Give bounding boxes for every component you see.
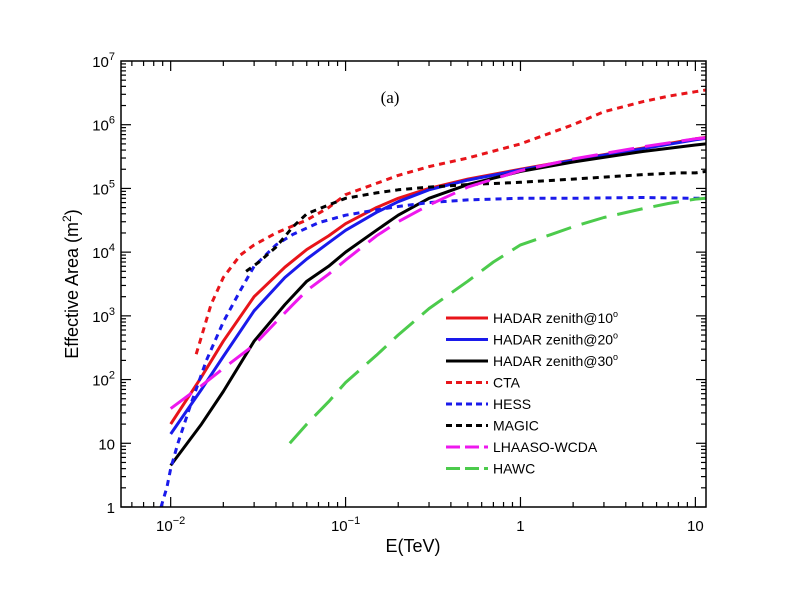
- legend-label: HADAR zenith@30o: [493, 352, 618, 369]
- y-tick-base: 10: [92, 309, 109, 326]
- legend-label: CTA: [493, 375, 521, 391]
- x-tick-exp: −1: [348, 515, 361, 527]
- series-line-7: [288, 196, 706, 445]
- y-axis-title-close: ): [62, 209, 82, 215]
- plot-frame: [120, 60, 707, 508]
- x-tick-label: 1: [516, 518, 524, 535]
- y-tick-base: 10: [92, 118, 109, 135]
- x-tick-exp: −2: [173, 515, 186, 527]
- series-line-3: [194, 88, 706, 355]
- legend-label-text: LHAASO-WCDA: [493, 439, 598, 455]
- x-tick-label: 10−1: [331, 515, 360, 535]
- legend-label-text: MAGIC: [493, 418, 539, 434]
- legend-label-text: HADAR zenith@20: [493, 332, 613, 348]
- legend-label-sup: o: [613, 352, 618, 362]
- legend-label-text: HADAR zenith@30: [493, 353, 613, 369]
- legend-label-text: CTA: [493, 375, 521, 391]
- legend-label-text: HESS: [493, 396, 531, 412]
- series-line-5: [245, 169, 706, 273]
- legend-label: HESS: [493, 396, 531, 412]
- x-tick-label: 10: [687, 518, 704, 535]
- x-tick-labels: 10−2 10−1 1 10: [156, 515, 704, 535]
- series-line-2: [169, 142, 706, 467]
- legend-label-sup: o: [613, 309, 618, 319]
- series-lines: [159, 88, 706, 507]
- y-tick-exp: 6: [109, 115, 115, 127]
- x-tick-base: 10: [687, 518, 704, 535]
- panel-label: (a): [381, 88, 400, 107]
- y-axis-title: Effective Area (m2): [60, 209, 82, 358]
- series-line-0: [169, 136, 706, 425]
- legend-label: LHAASO-WCDA: [493, 439, 598, 455]
- y-tick-base: 10: [92, 245, 109, 262]
- y-tick-label: 106: [92, 115, 115, 135]
- y-tick-label: 107: [92, 51, 115, 71]
- x-tick-base: 1: [516, 518, 524, 535]
- x-tick-label: 10−2: [156, 515, 185, 535]
- y-tick-exp: 5: [109, 178, 115, 190]
- y-tick-base: 10: [92, 373, 109, 390]
- y-tick-exp: 2: [109, 370, 115, 382]
- y-tick-label: 102: [92, 370, 115, 390]
- y-tick-label: 105: [92, 178, 115, 198]
- y-tick-label: 10: [98, 436, 115, 453]
- legend-label: MAGIC: [493, 418, 539, 434]
- y-tick-exp: 3: [109, 306, 115, 318]
- x-tick-base: 10: [156, 518, 173, 535]
- y-axis-title-sup: 2: [60, 215, 74, 222]
- axis-ticks: [121, 61, 706, 508]
- x-tick-base: 10: [331, 518, 348, 535]
- y-tick-exp: 7: [109, 51, 115, 63]
- y-tick-exp: 4: [109, 242, 115, 254]
- x-axis-title: E(TeV): [385, 536, 440, 556]
- series-line-6: [169, 136, 706, 410]
- legend-label-sup: o: [613, 331, 618, 341]
- y-tick-label: 104: [92, 242, 115, 262]
- series-line-4: [159, 196, 706, 507]
- series-line-1: [169, 136, 706, 435]
- legend-label-text: HADAR zenith@10: [493, 310, 613, 326]
- legend-label: HADAR zenith@10o: [493, 309, 618, 326]
- y-tick-base: 1: [107, 500, 115, 517]
- y-tick-base: 10: [98, 436, 115, 453]
- legend-label: HADAR zenith@20o: [493, 331, 618, 348]
- y-tick-base: 10: [92, 181, 109, 198]
- y-axis-title-main: Effective Area (m: [62, 222, 82, 359]
- legend-label-text: HAWC: [493, 461, 535, 477]
- y-tick-label: 103: [92, 306, 115, 326]
- y-tick-label: 1: [107, 500, 115, 517]
- legend-label: HAWC: [493, 461, 535, 477]
- y-tick-base: 10: [92, 54, 109, 71]
